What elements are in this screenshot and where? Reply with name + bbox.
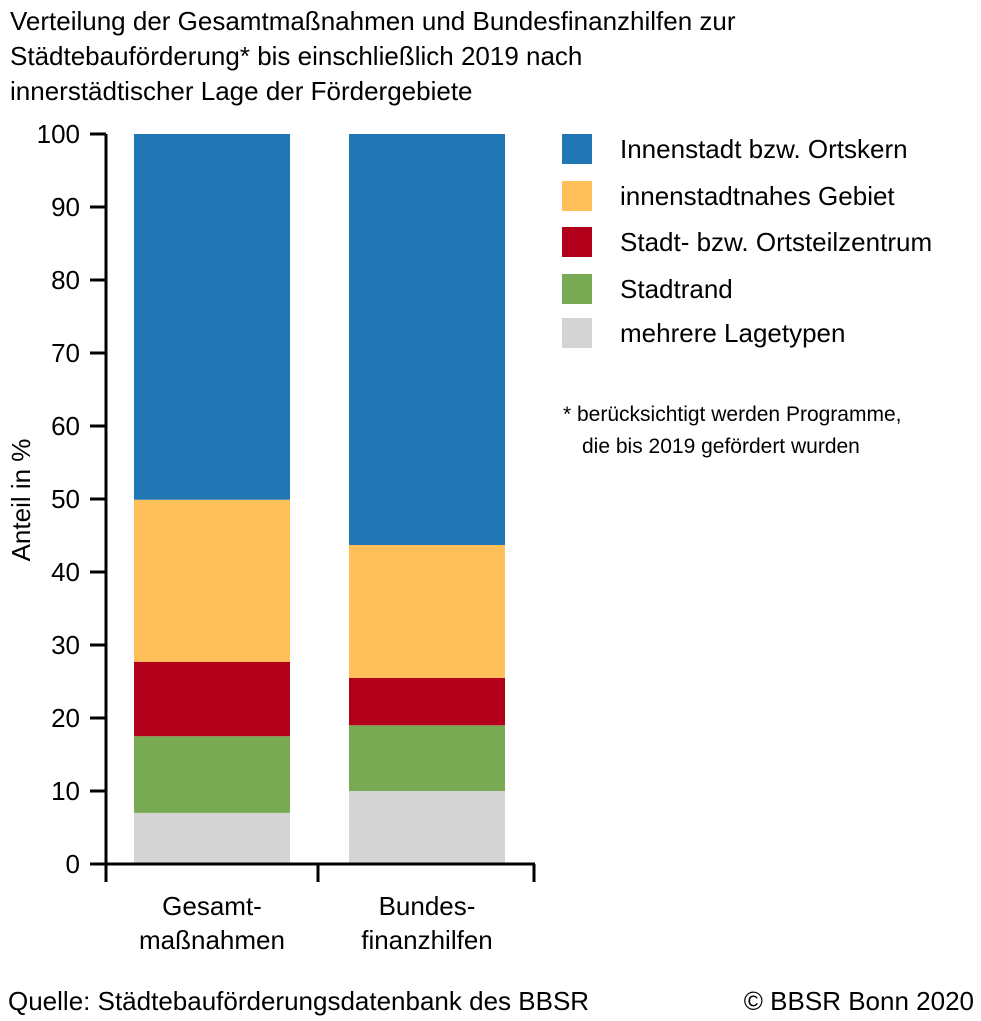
chart-title-line: Verteilung der Gesamtmaßnahmen und Bunde… — [10, 6, 736, 36]
y-tick-label: 0 — [66, 849, 80, 879]
bar-segment — [134, 661, 290, 737]
legend-label: mehrere Lagetypen — [620, 318, 845, 348]
legend-swatch — [562, 274, 592, 304]
bar-segment — [349, 134, 505, 545]
bar-segment — [134, 499, 290, 662]
y-tick-label: 70 — [51, 338, 80, 368]
footnote-line-1: * berücksichtigt werden Programme, — [563, 403, 901, 426]
bar-segment — [134, 134, 290, 500]
y-tick-label: 10 — [51, 776, 80, 806]
legend-swatch — [562, 181, 592, 211]
legend-swatch — [562, 318, 592, 348]
y-tick-label: 60 — [51, 411, 80, 441]
chart-title-line: innerstädtischer Lage der Fördergebiete — [10, 76, 473, 106]
y-tick-label: 20 — [51, 703, 80, 733]
y-tick-label: 80 — [51, 265, 80, 295]
footnote-line-2: die bis 2019 gefördert wurden — [582, 435, 860, 458]
axes-layer — [104, 134, 536, 882]
footnote: * berücksichtigt werden Programme, die b… — [563, 403, 901, 458]
y-ticks: 0 10 20 30 40 50 60 70 80 90 100 — [37, 119, 106, 879]
legend: Innenstadt bzw. Ortskern innenstadtnahes … — [562, 134, 932, 348]
legend-label: Stadtrand — [620, 274, 733, 304]
bar-segment — [134, 812, 290, 864]
y-tick-label: 40 — [51, 557, 80, 587]
x-category-label: finanzhilfen — [361, 925, 493, 955]
source-note: Quelle: Städtebauförderungsdatenbank des… — [8, 986, 589, 1016]
bar-segment — [349, 677, 505, 726]
x-category-label: maßnahmen — [139, 925, 285, 955]
bar-segment — [349, 725, 505, 791]
copyright-note: © BBSR Bonn 2020 — [744, 986, 974, 1016]
bars-layer — [134, 134, 505, 864]
y-tick-label: 30 — [51, 630, 80, 660]
legend-swatch — [562, 134, 592, 164]
legend-swatch — [562, 227, 592, 257]
bar-segment — [349, 791, 505, 864]
bar-segment — [349, 544, 505, 678]
x-category-labels: Gesamt-maßnahmen Bundes-finanzhilfen — [139, 891, 493, 955]
y-axis-label: Anteil in % — [6, 439, 36, 562]
x-category-label: Bundes- — [379, 891, 476, 921]
legend-label: innenstadtnahes Gebiet — [620, 181, 895, 211]
legend-label: Stadt- bzw. Ortsteilzentrum — [620, 227, 932, 257]
y-tick-label: 100 — [37, 119, 80, 149]
legend-label: Innenstadt bzw. Ortskern — [620, 134, 908, 164]
x-category-label: Gesamt- — [162, 891, 262, 921]
chart-title: Verteilung der Gesamtmaßnahmen und Bunde… — [10, 4, 910, 109]
y-tick-label: 90 — [51, 192, 80, 222]
chart-title-line: Städtebauförderung* bis einschließlich 2… — [10, 41, 583, 71]
y-tick-label: 50 — [51, 484, 80, 514]
bar-segment — [134, 736, 290, 813]
